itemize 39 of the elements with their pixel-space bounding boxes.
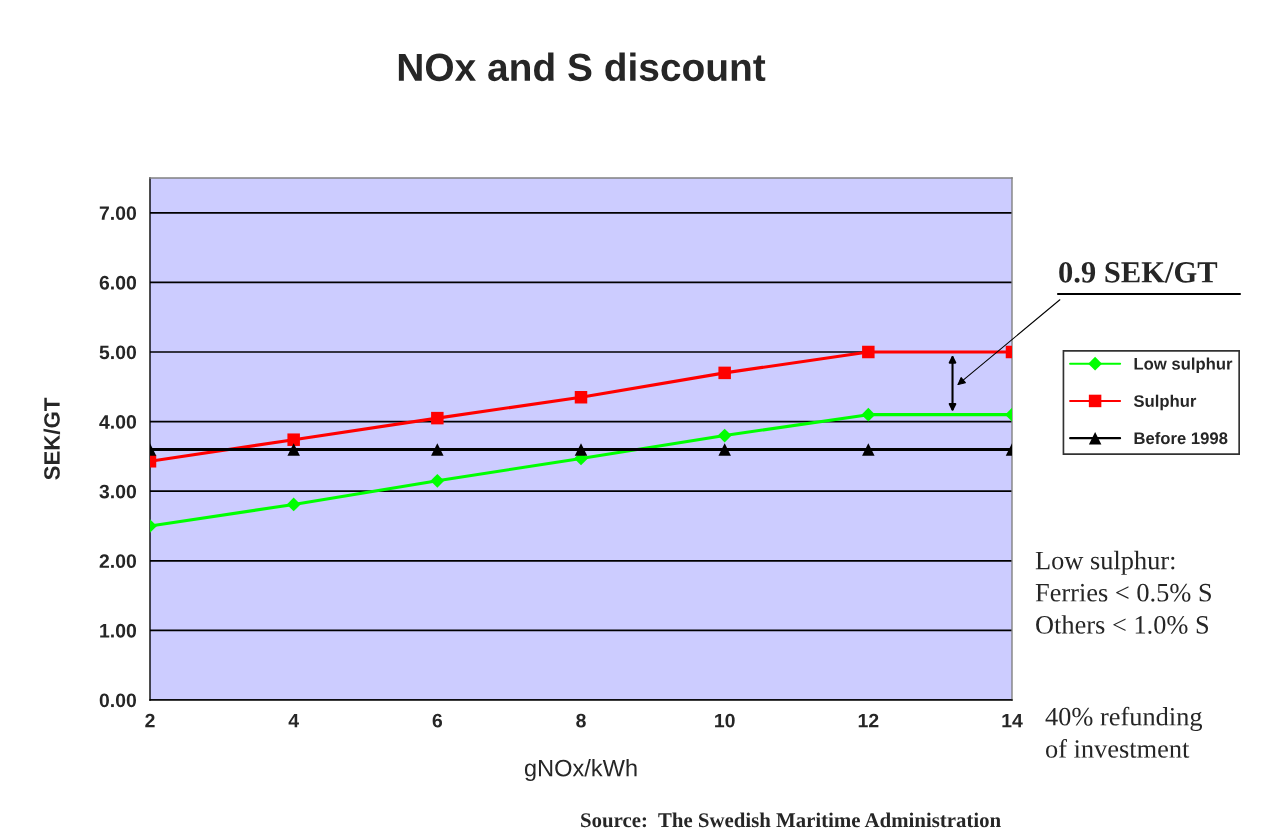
x-tick-label: 8 [576, 713, 586, 728]
x-tick-label: 14 [1002, 713, 1023, 728]
x-tick-label: 2 [145, 713, 155, 728]
y-tick-label: 0.00 [99, 693, 137, 708]
text: 40% refunding of investment [1045, 706, 1203, 758]
point [431, 443, 444, 456]
y-tick-label: 4.00 [99, 415, 137, 429]
text: Low sulphur: Ferries < 0.5% S Others < 1.0% S [1035, 550, 1211, 634]
y-axis-title: SEK/GT [43, 397, 61, 480]
y-tick-label: 3.00 [99, 484, 137, 499]
point [861, 407, 876, 422]
source-note: Source: The Swedish Maritime Administration [581, 812, 1001, 828]
point [287, 433, 300, 446]
x-tick-label: 6 [432, 713, 443, 728]
x-axis-title: gNOx/kWh [524, 759, 637, 782]
y-tick-label: 6.00 [99, 275, 137, 290]
point [862, 443, 875, 456]
legend-label: Low sulphur [1134, 357, 1233, 374]
point [286, 497, 301, 512]
point [717, 428, 732, 443]
x-tick-label: 10 [715, 713, 735, 728]
point [862, 345, 875, 359]
point [718, 366, 731, 380]
legend-label: Before 1998 [1134, 431, 1228, 445]
point [287, 443, 300, 456]
x-tick-label: 4 [288, 713, 299, 728]
point [574, 443, 588, 456]
point [431, 411, 444, 425]
text: 0.9 SEK/GT [1059, 262, 1218, 283]
point [574, 390, 588, 404]
chart-title: NOx and S discount [398, 52, 766, 82]
x-tick-label: 12 [858, 713, 879, 728]
y-tick-label: 7.00 [99, 206, 137, 221]
legend-label: Sulphur [1133, 394, 1197, 411]
point [718, 443, 731, 456]
y-tick-label: 2.00 [99, 554, 137, 569]
y-tick-label: 1.00 [100, 623, 137, 638]
point [430, 473, 445, 488]
y-tick-label: 5.00 [99, 345, 137, 360]
